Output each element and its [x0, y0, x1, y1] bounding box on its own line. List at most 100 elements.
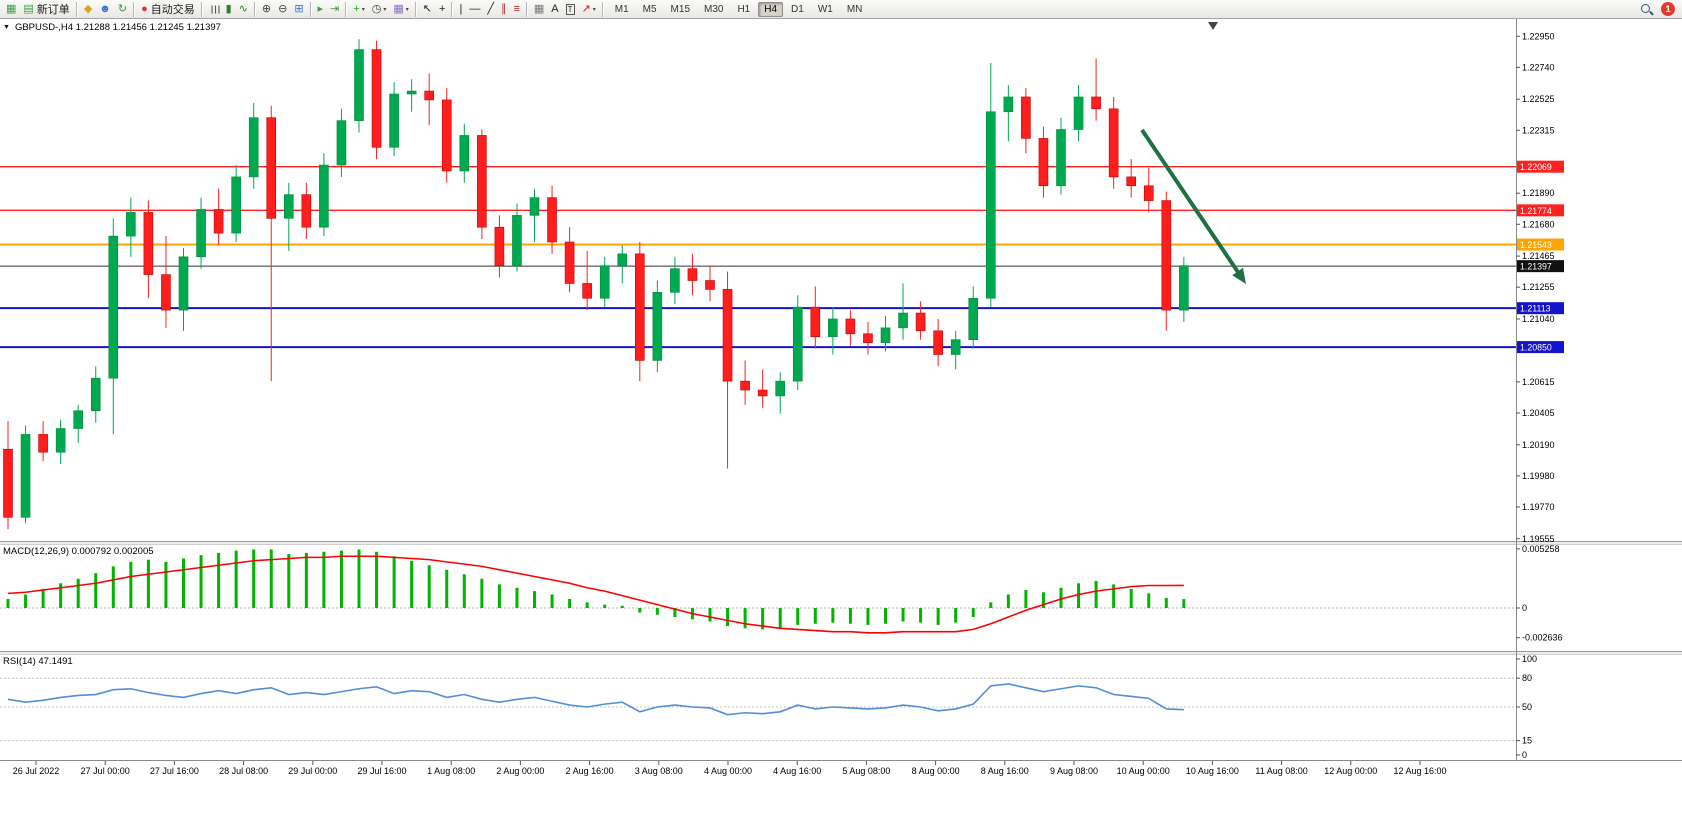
svg-text:27 Jul 00:00: 27 Jul 00:00 [81, 766, 130, 776]
toolbar-separator [309, 1, 312, 17]
svg-text:1.21774: 1.21774 [1520, 206, 1552, 216]
timeframe-d1-button[interactable]: D1 [791, 3, 804, 15]
fibonacci-icon[interactable]: ≡ [510, 1, 522, 18]
magnifier-glass-icon [1640, 3, 1653, 16]
level-price-badge: 1.21113 [1517, 302, 1564, 315]
tile-windows-icon[interactable]: ⊞ [291, 1, 306, 18]
horizontal-line-icon-glyph: — [469, 2, 481, 15]
text-icon-glyph: A [551, 2, 559, 15]
svg-text:1 Aug 08:00: 1 Aug 08:00 [427, 766, 475, 776]
templates-icon-glyph: ▦ [393, 2, 404, 15]
timeframe-m15-button[interactable]: M15 [670, 3, 690, 15]
macd-label: MACD(12,26,9) 0.000792 0.002005 [3, 546, 154, 557]
templates-icon[interactable]: ▦ ▾ [390, 1, 411, 18]
toolbar-separator [253, 1, 256, 17]
search-icon[interactable] [1637, 1, 1656, 18]
toolbar-separator [601, 1, 604, 17]
toolbar-separator [133, 1, 136, 17]
channel-icon[interactable]: ∥ [498, 1, 510, 18]
timeframe-h4-button[interactable]: H4 [758, 1, 784, 17]
svg-text:1.19980: 1.19980 [1522, 471, 1555, 481]
svg-text:1.21040: 1.21040 [1522, 314, 1555, 324]
new-order-glyph: ▤ [23, 2, 34, 15]
vertical-line-icon[interactable]: | [456, 1, 465, 18]
svg-text:0: 0 [1522, 603, 1527, 613]
svg-text:5 Aug 08:00: 5 Aug 08:00 [842, 766, 890, 776]
candlestick-chart-icon[interactable]: ▮ [223, 1, 235, 18]
profile-icon[interactable]: ☻ [96, 1, 114, 18]
one-click-trading-arrow-icon[interactable]: ▼ [3, 24, 10, 31]
cursor-icon[interactable]: ↖ [420, 1, 435, 18]
horizontal-line-icon[interactable]: — [466, 1, 483, 18]
auto-trading-glyph: ● [141, 2, 148, 15]
fibonacci-icon-glyph: ≡ [513, 2, 520, 15]
chart-window-icon[interactable]: ▦ [3, 1, 19, 18]
cursor-icon-glyph: ↖ [422, 2, 433, 15]
auto-scroll-icon-glyph: ▸ [317, 2, 324, 15]
profile-icon-glyph: ☻ [99, 2, 111, 15]
dropdown-caret-icon: ▾ [361, 6, 365, 13]
level-price-badge: 1.20850 [1517, 341, 1564, 354]
auto-trading-button[interactable]: ● 自动交易 [138, 1, 198, 18]
text-label-icon[interactable]: T [563, 1, 578, 18]
periods-icon[interactable]: ◷ ▾ [369, 1, 390, 18]
time-axis[interactable]: 26 Jul 2022 27 Jul 00:00 27 Jul 16:00 28 Ju… [13, 761, 1447, 776]
arrows-icon[interactable]: ↗ ▾ [579, 1, 599, 18]
svg-text:1.21680: 1.21680 [1522, 219, 1555, 229]
svg-text:0.005258: 0.005258 [1522, 544, 1560, 554]
svg-text:50: 50 [1522, 702, 1532, 712]
dropdown-caret-icon: ▾ [405, 6, 409, 13]
svg-text:1.21397: 1.21397 [1520, 262, 1552, 272]
level-price-badge: 1.21543 [1517, 238, 1564, 251]
trend-arrow-annotation[interactable] [1140, 128, 1246, 284]
svg-text:0: 0 [1522, 750, 1527, 760]
svg-text:15: 15 [1522, 736, 1532, 746]
svg-text:8 Aug 00:00: 8 Aug 00:00 [912, 766, 960, 776]
indicators-icon[interactable]: + ▾ [350, 1, 367, 18]
svg-text:12 Aug 00:00: 12 Aug 00:00 [1324, 766, 1377, 776]
svg-text:2 Aug 16:00: 2 Aug 16:00 [566, 766, 614, 776]
svg-text:1.22069: 1.22069 [1520, 162, 1552, 172]
chart-shift-icon-glyph: ⇥ [330, 2, 340, 15]
svg-text:8 Aug 16:00: 8 Aug 16:00 [981, 766, 1029, 776]
timeframe-m1-button[interactable]: M1 [614, 3, 629, 15]
zoom-in-icon[interactable]: ⊕ [259, 1, 274, 18]
timeframe-m5-button[interactable]: M5 [642, 3, 657, 15]
text-label-icon-glyph: T [565, 3, 575, 15]
line-chart-icon[interactable]: ∿ [236, 1, 251, 18]
timeframe-m30-button[interactable]: M30 [704, 3, 724, 15]
trendline-icon-glyph: ╱ [487, 2, 494, 15]
crosshair-icon[interactable]: + [436, 1, 448, 18]
rsi-label: RSI(14) 47.1491 [3, 656, 73, 667]
market-icon[interactable]: ◆ [81, 1, 95, 18]
text-icon[interactable]: A [548, 1, 561, 18]
zoom-out-icon-glyph: ⊖ [278, 2, 288, 15]
svg-text:28 Jul 08:00: 28 Jul 08:00 [219, 766, 268, 776]
svg-text:3 Aug 08:00: 3 Aug 08:00 [635, 766, 683, 776]
shapes-icon-glyph: ▦ [533, 2, 545, 15]
svg-text:1.20190: 1.20190 [1522, 440, 1555, 450]
zoom-out-icon[interactable]: ⊖ [275, 1, 290, 18]
svg-text:29 Jul 16:00: 29 Jul 16:00 [357, 766, 406, 776]
timeframe-h1-button[interactable]: H1 [737, 3, 751, 15]
price-axis[interactable]: 1.22950 1.22740 1.22525 1.22315 1.21890 1.216… [1516, 31, 1564, 544]
chart-shift-marker [1208, 22, 1218, 30]
timeframe-w1-button[interactable]: W1 [817, 3, 833, 15]
shapes-icon[interactable]: ▦ [531, 1, 547, 18]
new-order-button[interactable]: ▤ 新订单 [20, 1, 72, 18]
current-price-badge: 1.21397 [1517, 260, 1564, 273]
svg-text:1.20405: 1.20405 [1522, 408, 1555, 418]
tile-windows-icon-glyph: ⊞ [294, 2, 304, 15]
trendline-icon[interactable]: ╱ [484, 1, 497, 18]
refresh-icon[interactable]: ↻ [115, 1, 130, 18]
svg-text:11 Aug 08:00: 11 Aug 08:00 [1255, 766, 1307, 776]
notification-badge[interactable]: 1 [1661, 2, 1675, 16]
svg-text:4 Aug 00:00: 4 Aug 00:00 [704, 766, 752, 776]
auto-scroll-icon[interactable]: ▸ [315, 1, 327, 18]
chart-shift-icon[interactable]: ⇥ [327, 1, 342, 18]
svg-text:1.21890: 1.21890 [1522, 188, 1555, 198]
timeframe-mn-button[interactable]: MN [846, 3, 863, 15]
bar-chart-icon[interactable]: ☰ [206, 1, 222, 18]
